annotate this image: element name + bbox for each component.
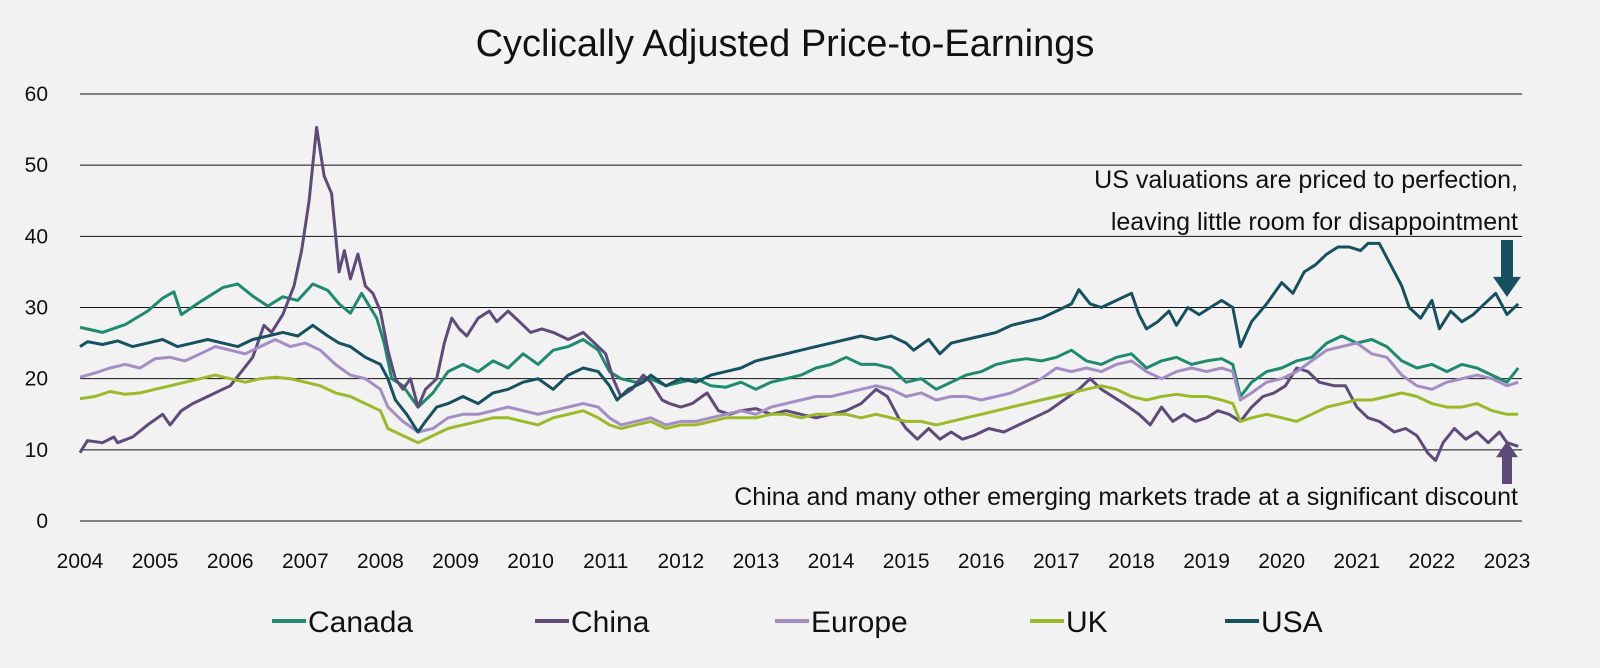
chart-title: Cyclically Adjusted Price-to-Earnings: [476, 23, 1095, 65]
series-line-usa: [79, 241, 1520, 434]
legend-label-uk: UK: [1066, 606, 1108, 639]
x-tick-label: 2004: [57, 550, 104, 573]
arrow-up-icon: [1495, 441, 1518, 458]
legend-label-europe: Europe: [811, 606, 908, 639]
x-tick-label: 2016: [958, 550, 1005, 573]
x-tick-label: 2010: [507, 550, 554, 573]
x-tick-label: 2015: [883, 550, 930, 573]
series-line-china: [78, 125, 1519, 462]
annotation-text: leaving little room for disappointment: [1111, 208, 1518, 236]
y-tick-label: 0: [36, 510, 48, 533]
y-tick-label: 30: [25, 297, 48, 320]
x-tick-label: 2012: [657, 550, 704, 573]
y-tick-label: 20: [25, 368, 48, 391]
x-axis-ticks: 2004 2005 2006 2007 2008 2009 2010 2011 2012 2013…: [57, 550, 1531, 573]
x-tick-label: 2019: [1183, 550, 1230, 573]
x-tick-label: 2007: [282, 550, 329, 573]
series-lines: [78, 125, 1520, 462]
y-tick-label: 40: [25, 225, 48, 248]
series-line-canada: [79, 282, 1520, 409]
x-tick-label: 2005: [132, 550, 179, 573]
annotation-text: China and many other emerging markets tr…: [734, 483, 1518, 511]
legend: Canada China Europe UK USA: [272, 606, 1323, 639]
legend-label-canada: Canada: [308, 606, 413, 639]
x-tick-label: 2022: [1409, 550, 1456, 573]
annotation-text: US valuations are priced to perfection,: [1094, 166, 1518, 194]
legend-label-usa: USA: [1261, 606, 1323, 639]
y-tick-label: 60: [25, 83, 48, 106]
gridlines: [80, 93, 1522, 522]
x-tick-label: 2014: [808, 550, 855, 573]
annotations: US valuations are priced to perfection, l…: [734, 166, 1521, 511]
x-tick-label: 2021: [1333, 550, 1380, 573]
series-line-uk: [79, 373, 1519, 445]
x-tick-label: 2008: [357, 550, 404, 573]
x-tick-label: 2023: [1484, 550, 1531, 573]
legend-label-china: China: [571, 606, 650, 639]
y-tick-label: 10: [25, 439, 48, 462]
x-tick-label: 2009: [432, 550, 479, 573]
arrow-down-icon: [1492, 276, 1521, 297]
series-line-europe: [79, 338, 1519, 434]
x-tick-label: 2006: [207, 550, 254, 573]
x-tick-label: 2020: [1258, 550, 1305, 573]
arrow-down-icon: [1500, 240, 1513, 279]
y-axis-ticks: 0 10 20 30 40 50 60: [25, 83, 48, 533]
x-tick-label: 2013: [733, 550, 780, 573]
x-tick-label: 2017: [1033, 550, 1080, 573]
arrow-up-icon: [1501, 455, 1512, 484]
x-tick-label: 2011: [583, 550, 628, 573]
x-tick-label: 2018: [1108, 550, 1155, 573]
y-tick-label: 50: [25, 154, 48, 177]
